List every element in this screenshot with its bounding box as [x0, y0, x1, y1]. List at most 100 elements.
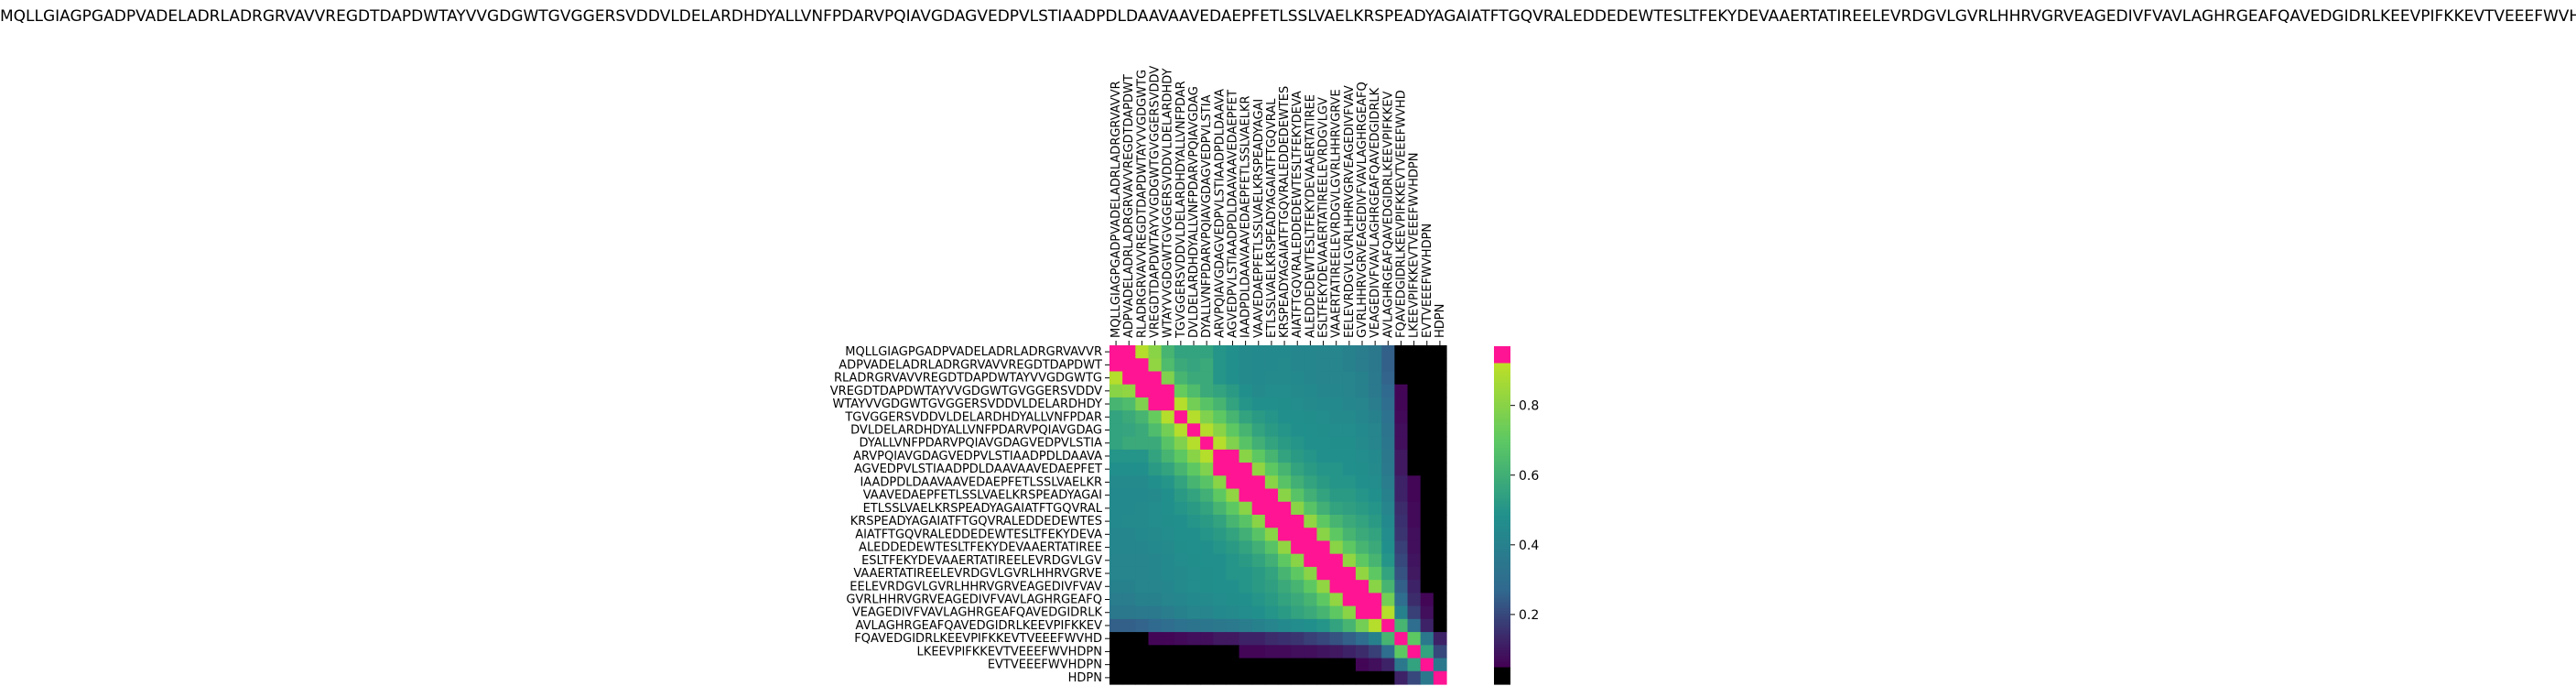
heatmap-cell	[1109, 436, 1123, 451]
heatmap-cell	[1342, 436, 1357, 451]
heatmap-cell	[1433, 384, 1447, 398]
heatmap-cell	[1342, 345, 1357, 359]
heatmap-cell	[1213, 501, 1227, 516]
heatmap-cell	[1433, 670, 1447, 685]
heatmap-cell	[1161, 371, 1175, 386]
colorbar-segment	[1494, 349, 1510, 353]
heatmap-cell	[1355, 658, 1369, 672]
colorbar-segment	[1494, 580, 1510, 583]
heatmap-cell	[1109, 553, 1123, 568]
heatmap-cell	[1291, 384, 1304, 398]
heatmap-cell	[1369, 436, 1382, 451]
heatmap-cell	[1109, 670, 1123, 685]
heatmap-cell	[1342, 384, 1357, 398]
heatmap-cell	[1186, 566, 1201, 581]
colorbar-segment	[1494, 594, 1510, 598]
heatmap-cell	[1278, 410, 1292, 424]
heatmap-cell	[1239, 501, 1253, 516]
heatmap-cell	[1355, 528, 1369, 542]
heatmap-cell	[1355, 605, 1369, 620]
heatmap-cell	[1148, 410, 1163, 424]
heatmap-cell	[1213, 645, 1227, 659]
heatmap-cell	[1278, 384, 1292, 398]
heatmap-cell	[1316, 553, 1331, 568]
heatmap-cell	[1174, 358, 1188, 373]
heatmap-cell	[1239, 618, 1253, 633]
heatmap-cell	[1381, 632, 1395, 646]
heatmap-cell	[1213, 670, 1227, 685]
heatmap-cell	[1122, 423, 1136, 438]
heatmap-cell	[1369, 371, 1382, 386]
heatmap-cell	[1355, 540, 1369, 555]
heatmap-cell	[1135, 423, 1150, 438]
x-tick-label: WTAYVVGDGWTGVGGERSVDDVLDELARDHDY	[1162, 68, 1175, 338]
colorbar-segment	[1494, 512, 1510, 517]
heatmap-cell	[1148, 593, 1163, 607]
heatmap-cell	[1200, 580, 1214, 594]
heatmap-cell	[1381, 580, 1395, 594]
heatmap-cell	[1355, 618, 1369, 633]
heatmap-cell	[1433, 410, 1447, 424]
heatmap-cell	[1122, 488, 1136, 503]
heatmap-cell	[1213, 371, 1227, 386]
heatmap-cell	[1278, 475, 1292, 490]
heatmap-cell	[1148, 384, 1163, 398]
heatmap-cell	[1226, 670, 1240, 685]
heatmap-cell	[1304, 449, 1318, 463]
heatmap-cell	[1264, 605, 1279, 620]
heatmap-cell	[1433, 515, 1447, 528]
x-tick-label: TGVGGERSVDDVLDELARDHDYALLVNFPDAR	[1174, 81, 1188, 339]
y-tick-label: VAAERTATIREELEVRDGVLGVRLHHRVGRVE	[853, 567, 1102, 581]
heatmap-cell	[1226, 501, 1240, 516]
heatmap-cell	[1278, 528, 1292, 542]
heatmap-cell	[1161, 645, 1175, 659]
heatmap-cell	[1161, 423, 1175, 438]
colorbar-segment	[1494, 430, 1510, 434]
colorbar-segment	[1494, 447, 1510, 452]
heatmap-cell	[1200, 410, 1214, 424]
heatmap-cell	[1135, 436, 1150, 451]
y-tick-label: ALEDDEDEWTESLTFEKYDEVAAERTATIREE	[859, 541, 1102, 555]
heatmap-cell	[1316, 423, 1331, 438]
heatmap-cell	[1186, 463, 1201, 476]
heatmap-cell	[1355, 566, 1369, 581]
y-tick-label: EELEVRDGVLGVRLHHRVGRVEAGEDIVFVAV	[850, 580, 1102, 594]
heatmap-cell	[1135, 384, 1150, 398]
heatmap-cell	[1329, 358, 1344, 373]
heatmap-cell	[1135, 475, 1150, 490]
heatmap-cell	[1355, 397, 1369, 411]
heatmap-cell	[1316, 488, 1331, 503]
heatmap-cell	[1433, 528, 1447, 542]
heatmap-cell	[1264, 528, 1279, 542]
heatmap-cell	[1213, 618, 1227, 633]
heatmap-cell	[1239, 397, 1253, 411]
heatmap-cell	[1291, 645, 1304, 659]
colorbar-segment	[1494, 535, 1510, 539]
heatmap-cell	[1394, 488, 1409, 503]
heatmap-cell	[1291, 540, 1304, 555]
heatmap-cell	[1200, 423, 1214, 438]
heatmap-cell	[1251, 463, 1266, 476]
heatmap-cell	[1264, 540, 1279, 555]
colorbar-segment	[1494, 648, 1510, 651]
heatmap-cell	[1226, 540, 1240, 555]
heatmap-cell	[1213, 553, 1227, 568]
heatmap-cell	[1200, 501, 1214, 516]
heatmap-cell	[1148, 658, 1163, 672]
colorbar-segment	[1494, 506, 1510, 510]
heatmap-cell	[1420, 410, 1434, 424]
colorbar-segment	[1494, 551, 1510, 556]
heatmap-cell	[1135, 410, 1150, 424]
heatmap-cell	[1329, 501, 1344, 516]
heatmap-cell	[1316, 593, 1331, 607]
heatmap-cell	[1148, 371, 1163, 386]
heatmap-cell	[1304, 463, 1318, 476]
chart-title: MQLLGIAGPGADPVADELADRLADRGRVAVVREGDTDAPD…	[0, 7, 2576, 26]
heatmap-cell	[1251, 384, 1266, 398]
colorbar-tick-label: 0.6	[1519, 469, 1539, 484]
x-tick-label: DVLDELARDHDYALLVNFPDARVPQIAVGDAG	[1187, 86, 1201, 338]
heatmap-cell	[1148, 645, 1163, 659]
heatmap-cell	[1161, 449, 1175, 463]
heatmap-cell	[1226, 397, 1240, 411]
heatmap-cell	[1122, 501, 1136, 516]
